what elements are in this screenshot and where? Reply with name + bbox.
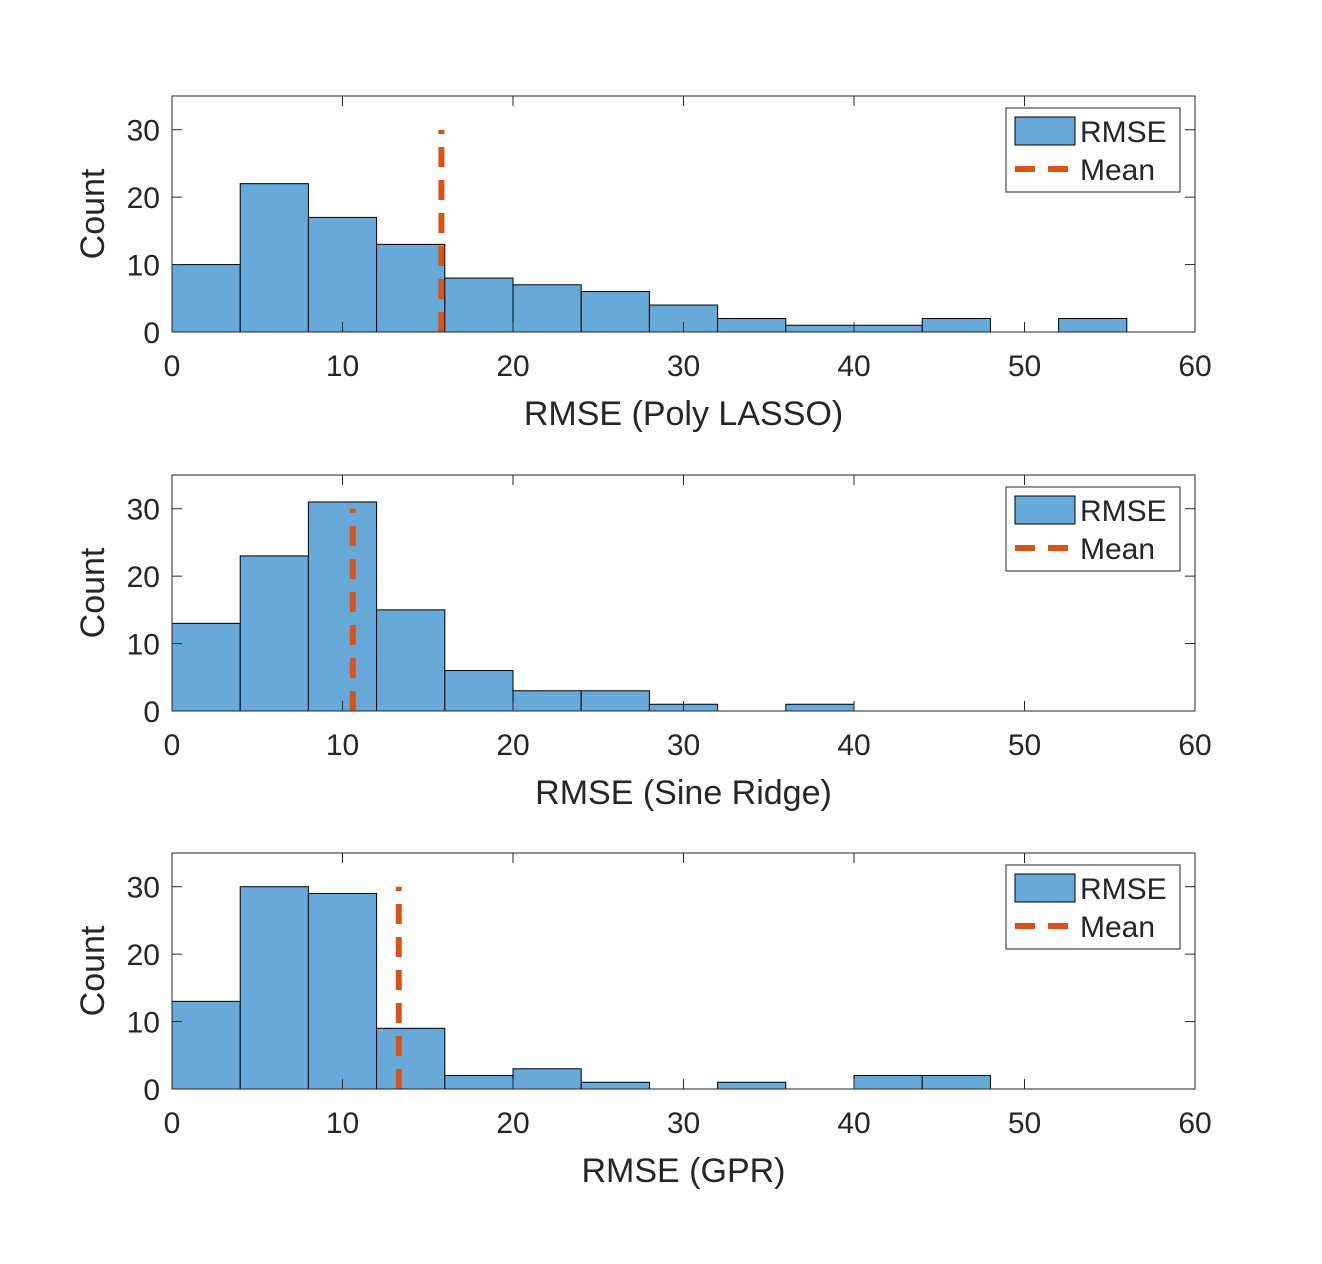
y-axis-label: Count xyxy=(74,168,112,259)
subplot-3: 0 10 20 30 40 50 60 0 10 20 30 RMSE (GPR) Count RMSE M… xyxy=(74,852,1212,1190)
x-tick-label: 0 xyxy=(164,350,181,383)
histogram-bar xyxy=(717,318,787,333)
histogram-bar xyxy=(444,670,514,712)
x-tick-label: 60 xyxy=(1178,350,1211,383)
legend-label-rmse: RMSE xyxy=(1080,495,1167,528)
x-tick-label: 60 xyxy=(1178,729,1211,762)
y-axis-label: Count xyxy=(74,925,112,1016)
histogram-bar xyxy=(717,1081,787,1090)
x-tick-label: 0 xyxy=(164,729,181,762)
x-tick-label: 50 xyxy=(1008,350,1041,383)
histogram-bar xyxy=(512,1068,582,1090)
subplot-2: 0 10 20 30 40 50 60 0 10 20 30 RMSE (Sine Ridge) Cou… xyxy=(74,474,1212,812)
histogram-bar xyxy=(171,622,241,712)
subplot-1: 0 10 20 30 40 50 60 0 10 20 30 RMSE (Poly LASSO) Cou… xyxy=(74,95,1212,433)
histogram-bar xyxy=(239,886,309,1090)
histogram-bar xyxy=(376,243,446,333)
legend-label-rmse: RMSE xyxy=(1080,116,1167,149)
x-tick-label: 40 xyxy=(837,729,870,762)
y-tick-label: 10 xyxy=(127,629,160,662)
x-tick-label: 60 xyxy=(1178,1107,1211,1140)
histogram-bar xyxy=(376,1027,446,1090)
histogram-bar xyxy=(239,183,309,333)
legend-swatch-rmse xyxy=(1014,116,1076,146)
x-tick-label: 20 xyxy=(496,350,529,383)
y-tick-label: 10 xyxy=(127,250,160,283)
histogram-bar xyxy=(444,277,514,333)
histogram-bar xyxy=(171,1000,241,1090)
histogram-bar xyxy=(853,1075,923,1090)
x-tick-label: 0 xyxy=(164,1107,181,1140)
histogram-bar xyxy=(921,1075,991,1090)
x-tick-label: 40 xyxy=(837,1107,870,1140)
y-axis-label: Count xyxy=(74,547,112,638)
histogram-bar xyxy=(307,892,378,1090)
legend-label-mean: Mean xyxy=(1080,154,1155,187)
histogram-bar xyxy=(853,324,923,333)
histogram-bar xyxy=(307,216,378,333)
histogram-bar xyxy=(307,501,378,712)
y-tick-label: 30 xyxy=(127,872,160,905)
x-tick-label: 10 xyxy=(326,1107,359,1140)
legend-swatch-rmse xyxy=(1014,873,1076,903)
x-tick-label: 40 xyxy=(837,350,870,383)
histogram-bar xyxy=(580,690,650,712)
x-tick-label: 10 xyxy=(326,729,359,762)
x-tick-label: 30 xyxy=(667,729,700,762)
y-tick-label: 20 xyxy=(127,182,160,215)
x-tick-label: 50 xyxy=(1008,1107,1041,1140)
legend-label-rmse: RMSE xyxy=(1080,873,1167,906)
x-axis-label: RMSE (GPR) xyxy=(582,1152,786,1190)
histogram-bar xyxy=(580,291,650,333)
y-tick-label: 10 xyxy=(127,1007,160,1040)
histogram-bar xyxy=(785,703,855,712)
legend: RMSE Mean xyxy=(1005,486,1181,572)
y-tick-label: 20 xyxy=(127,939,160,972)
x-axis-label: RMSE (Poly LASSO) xyxy=(524,395,843,433)
legend-label-mean: Mean xyxy=(1080,911,1155,944)
y-tick-label: 30 xyxy=(127,494,160,527)
histogram-bar xyxy=(239,555,309,712)
histogram-bar xyxy=(1058,318,1128,333)
histogram-bar xyxy=(512,284,582,333)
histogram-bar xyxy=(444,1075,514,1090)
histogram-bar xyxy=(512,690,582,712)
x-tick-label: 50 xyxy=(1008,729,1041,762)
legend-label-mean: Mean xyxy=(1080,533,1155,566)
x-tick-label: 20 xyxy=(496,729,529,762)
legend: RMSE Mean xyxy=(1005,864,1181,950)
legend-swatch-rmse xyxy=(1014,495,1076,525)
x-tick-label: 30 xyxy=(667,350,700,383)
y-tick-label: 0 xyxy=(143,696,160,729)
y-tick-label: 20 xyxy=(127,561,160,594)
x-axis-label: RMSE (Sine Ridge) xyxy=(535,774,832,812)
histogram-bar xyxy=(376,609,446,712)
y-tick-label: 0 xyxy=(143,317,160,350)
legend: RMSE Mean xyxy=(1005,107,1181,193)
histogram-bar xyxy=(580,1081,650,1090)
histogram-bar xyxy=(785,324,855,333)
x-tick-label: 10 xyxy=(326,350,359,383)
y-tick-label: 0 xyxy=(143,1074,160,1107)
histogram-bar xyxy=(171,264,241,333)
x-tick-label: 30 xyxy=(667,1107,700,1140)
y-tick-label: 30 xyxy=(127,115,160,148)
histogram-bar xyxy=(921,318,991,333)
x-tick-label: 20 xyxy=(496,1107,529,1140)
